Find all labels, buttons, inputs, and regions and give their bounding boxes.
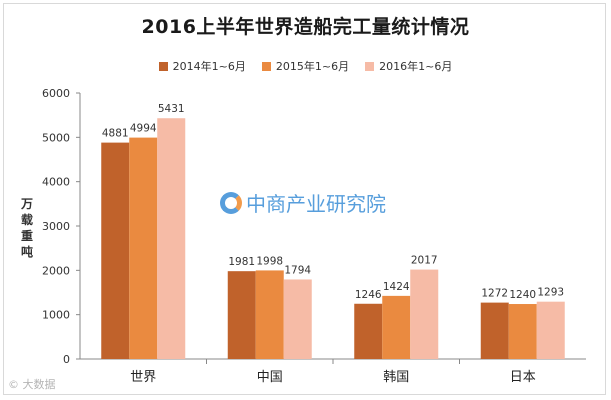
y-axis-label-char-2: 重 (20, 229, 33, 243)
y-tick-label-4: 4000 (42, 176, 70, 189)
bar-2-1 (382, 295, 411, 359)
y-axis-label: 万载重吨 (18, 196, 36, 260)
bar-label-3-2: 1293 (537, 287, 564, 299)
y-axis-label-char-3: 吨 (20, 245, 33, 259)
x-tick-label-0: 世界 (130, 370, 156, 385)
bar-label-1-0: 1981 (228, 256, 255, 268)
x-tick-label-1: 中国 (257, 370, 283, 385)
bar-0-1 (129, 137, 158, 359)
bar-3-2 (536, 301, 565, 359)
legend-item-2014: 2014年1~6月 (158, 58, 246, 74)
bar-3-0 (480, 302, 509, 359)
y-tick-label-0: 0 (63, 353, 70, 366)
bar-2-2 (410, 269, 439, 359)
legend-label-2014: 2014年1~6月 (172, 60, 246, 73)
watermark: 中商产业研究院 (220, 188, 386, 217)
legend-swatch-2014 (158, 61, 168, 71)
chart-title: 2016上半年世界造船完工量统计情况 (141, 16, 470, 38)
y-tick-label-3: 3000 (42, 220, 70, 233)
watermark-logo-icon (220, 191, 242, 214)
legend-swatch-2015 (261, 61, 271, 71)
bar-label-0-1: 4994 (130, 123, 157, 135)
legend-label-2015: 2015年1~6月 (275, 60, 350, 73)
x-tick-label-3: 日本 (510, 370, 536, 385)
bar-label-3-0: 1272 (481, 288, 508, 300)
bar-2-0 (354, 303, 383, 359)
bar-label-2-1: 1424 (383, 281, 410, 293)
y-axis-label-char-1: 载 (20, 213, 33, 227)
bar-0-0 (101, 142, 130, 359)
bar-label-2-2: 2017 (411, 255, 438, 267)
legend-swatch-2016 (365, 61, 375, 71)
y-tick-label-5: 5000 (42, 131, 70, 144)
bar-label-0-0: 4881 (102, 128, 129, 140)
legend-item-2015: 2015年1~6月 (261, 58, 350, 74)
legend-label-2016: 2016年1~6月 (379, 60, 453, 73)
bar-label-1-1: 1998 (256, 255, 283, 267)
y-axis-label-char-0: 万 (20, 197, 33, 211)
bar-label-0-2: 5431 (158, 103, 185, 115)
bar-1-1 (255, 270, 284, 359)
bar-label-2-0: 1246 (355, 289, 382, 301)
x-tick-label-2: 韩国 (383, 370, 409, 385)
watermark-text: 中商产业研究院 (246, 192, 386, 216)
chart-legend: 2014年1~6月 2015年1~6月 2016年1~6月 (0, 58, 611, 74)
bar-1-0 (227, 271, 256, 359)
legend-item-2016: 2016年1~6月 (365, 58, 452, 74)
bar-1-2 (283, 279, 312, 359)
y-tick-label-1: 1000 (42, 309, 70, 322)
bar-0-2 (157, 118, 186, 359)
y-tick-label-2: 2000 (42, 264, 70, 277)
bar-label-3-1: 1240 (509, 289, 536, 301)
y-tick-label-6: 6000 (42, 87, 70, 100)
bar-3-1 (508, 304, 537, 359)
bar-label-1-2: 1794 (284, 264, 311, 276)
corner-mark: © 大数据 (8, 378, 56, 391)
